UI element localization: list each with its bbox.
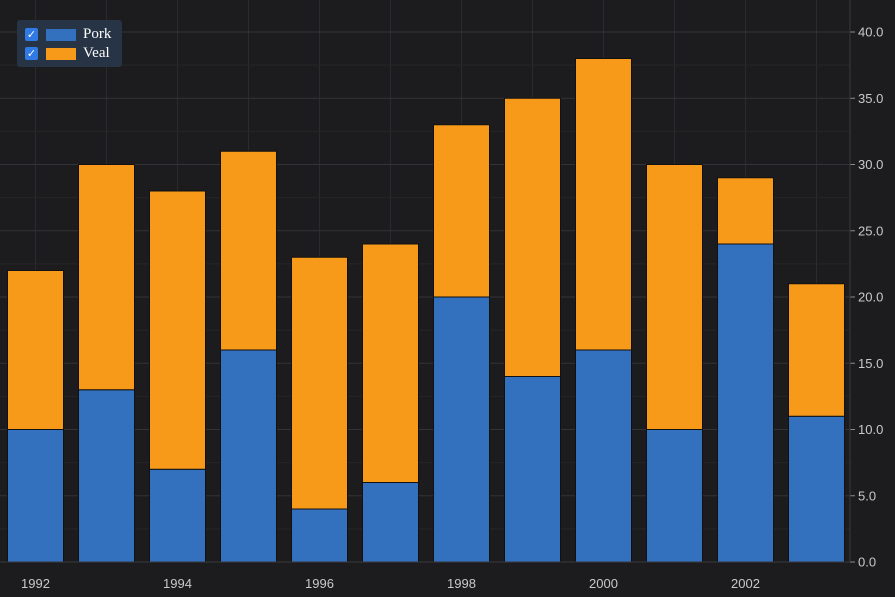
bar-pork-2003 — [788, 415, 845, 563]
y-tick-label: 0.0 — [858, 555, 876, 570]
x-tick-label: 1992 — [21, 576, 50, 591]
bar-pork-1992 — [7, 429, 64, 563]
y-tick-label: 5.0 — [858, 488, 876, 503]
bar-pork-1998 — [433, 296, 490, 563]
legend-label-veal: Veal — [83, 45, 110, 61]
bar-pork-1994 — [149, 468, 206, 563]
x-tick-label: 2000 — [589, 576, 618, 591]
y-tick-label: 20.0 — [858, 290, 883, 305]
bar-pork-2000 — [575, 349, 632, 563]
bar-veal-1992 — [7, 270, 64, 430]
legend-item-veal[interactable]: ✓ Veal — [25, 44, 114, 63]
legend-item-pork[interactable]: ✓ Pork — [25, 25, 114, 44]
bar-veal-1993 — [78, 164, 135, 391]
y-tick-label: 10.0 — [858, 422, 883, 437]
bar-veal-2002 — [717, 177, 774, 245]
bar-veal-1999 — [504, 97, 561, 377]
x-tick-label: 1994 — [163, 576, 192, 591]
bar-veal-2003 — [788, 283, 845, 417]
bar-veal-1994 — [149, 190, 206, 470]
bar-veal-1995 — [220, 150, 277, 351]
legend-label-pork: Pork — [83, 26, 112, 42]
legend-swatch-veal — [46, 47, 76, 60]
bar-pork-1997 — [362, 482, 419, 563]
bar-veal-2001 — [646, 164, 703, 430]
bar-veal-1997 — [362, 243, 419, 483]
bar-veal-1996 — [291, 256, 348, 510]
x-tick-label: 2002 — [731, 576, 760, 591]
y-tick-label: 40.0 — [858, 25, 883, 40]
y-tick-label: 25.0 — [858, 223, 883, 238]
legend-checkbox-veal[interactable]: ✓ — [25, 47, 38, 60]
x-tick-label: 1996 — [305, 576, 334, 591]
y-tick-label: 30.0 — [858, 157, 883, 172]
plot-area — [0, 0, 850, 562]
x-tick-label: 1998 — [447, 576, 476, 591]
bar-veal-1998 — [433, 124, 490, 298]
legend: ✓ Pork ✓ Veal — [17, 20, 122, 67]
bar-pork-2002 — [717, 243, 774, 563]
y-tick-label: 35.0 — [858, 91, 883, 106]
legend-checkbox-pork[interactable]: ✓ — [25, 28, 38, 41]
y-tick-label: 15.0 — [858, 356, 883, 371]
bar-pork-1995 — [220, 349, 277, 563]
bar-pork-1993 — [78, 389, 135, 563]
bar-pork-2001 — [646, 429, 703, 563]
bar-veal-2000 — [575, 58, 632, 351]
legend-swatch-pork — [46, 28, 76, 41]
bar-pork-1999 — [504, 376, 561, 563]
bar-pork-1996 — [291, 508, 348, 563]
